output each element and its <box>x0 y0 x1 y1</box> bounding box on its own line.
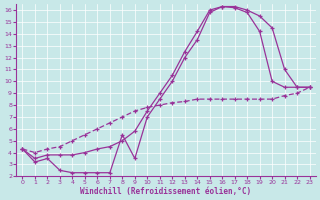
X-axis label: Windchill (Refroidissement éolien,°C): Windchill (Refroidissement éolien,°C) <box>80 187 252 196</box>
